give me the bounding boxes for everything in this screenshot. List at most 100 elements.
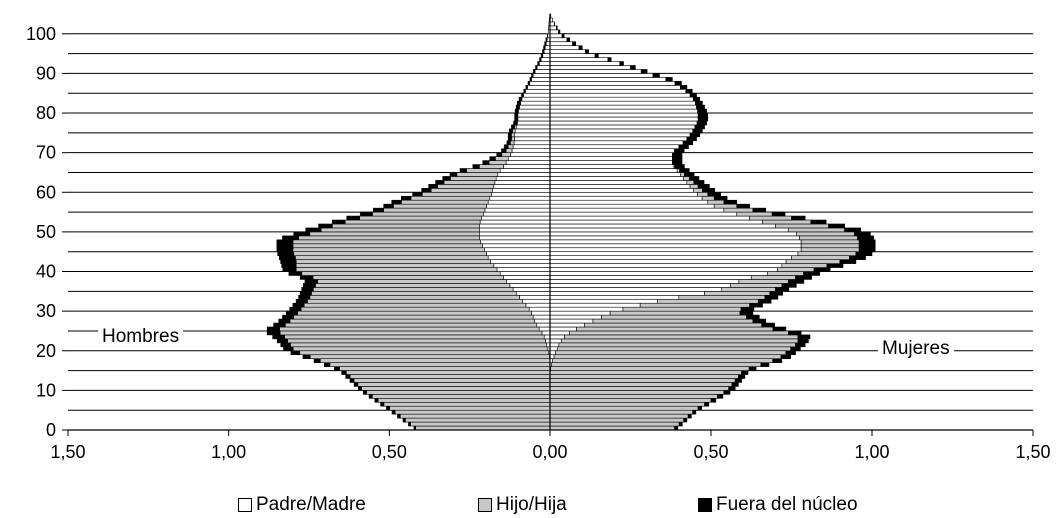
bar-hombres-hijo-hija-age-20 bbox=[292, 346, 549, 352]
bar-hombres-fuera-nucleo-age-14 bbox=[341, 370, 347, 375]
bar-mujeres-hijo-hija-age-37 bbox=[738, 279, 789, 284]
bar-mujeres-padre-madre-age-68 bbox=[549, 156, 673, 161]
bar-mujeres-fuera-nucleo-age-56 bbox=[736, 203, 750, 209]
bar-mujeres-fuera-nucleo-age-87 bbox=[674, 81, 682, 86]
bar-mujeres-padre-madre-age-37 bbox=[549, 279, 740, 284]
bar-hombres-fuera-nucleo-age-1 bbox=[408, 421, 411, 427]
y-tick-label-9: 90 bbox=[36, 63, 56, 83]
bar-hombres-padre-madre-age-52 bbox=[479, 219, 551, 225]
bar-hombres-hijo-hija-age-53 bbox=[359, 215, 483, 221]
bar-mujeres-padre-madre-age-88 bbox=[549, 77, 667, 82]
bar-hombres-fuera-nucleo-age-77 bbox=[513, 120, 518, 126]
bar-hombres-fuera-nucleo-age-47 bbox=[276, 239, 294, 245]
bar-mujeres-fuera-nucleo-age-99 bbox=[561, 33, 565, 39]
bar-hombres-padre-madre-age-85 bbox=[525, 88, 551, 94]
bar-mujeres-fuera-nucleo-age-39 bbox=[803, 271, 820, 276]
bar-hombres-padre-madre-age-82 bbox=[520, 100, 551, 106]
bar-mujeres-padre-madre-age-27 bbox=[549, 318, 594, 324]
bar-mujeres-padre-madre-age-44 bbox=[549, 251, 799, 256]
bar-mujeres-padre-madre-age-42 bbox=[549, 259, 787, 264]
bar-mujeres-hijo-hija-age-40 bbox=[777, 267, 815, 272]
bar-hombres-hijo-hija-age-7 bbox=[377, 397, 551, 403]
bar-mujeres-hijo-hija-age-12 bbox=[549, 378, 736, 383]
bar-hombres-hijo-hija-age-29 bbox=[297, 310, 532, 316]
bar-mujeres-hijo-hija-age-35 bbox=[721, 287, 776, 292]
bar-mujeres-padre-madre-age-48 bbox=[549, 235, 800, 241]
bar-hombres-hijo-hija-age-12 bbox=[353, 378, 551, 383]
bar-hombres-fuera-nucleo-age-6 bbox=[380, 401, 385, 407]
bar-hombres-fuera-nucleo-age-44 bbox=[277, 251, 295, 256]
bar-hombres-fuera-nucleo-age-67 bbox=[482, 160, 490, 165]
bar-mujeres-hijo-hija-age-2 bbox=[549, 417, 684, 423]
bar-mujeres-fuera-nucleo-age-51 bbox=[828, 223, 845, 229]
x-tick-label-0: 1,50 bbox=[50, 442, 85, 462]
bar-mujeres-fuera-nucleo-age-48 bbox=[857, 235, 874, 241]
bar-hombres-fuera-nucleo-age-36 bbox=[303, 283, 316, 288]
bar-mujeres-hijo-hija-age-25 bbox=[576, 326, 774, 332]
bar-hombres-padre-madre-age-70 bbox=[511, 148, 551, 153]
bar-hombres-hijo-hija-age-8 bbox=[371, 394, 551, 399]
y-tick-label-1: 10 bbox=[36, 380, 56, 400]
legend-item-hijo-hija: Hijo/Hija bbox=[478, 494, 567, 516]
bar-mujeres-fuera-nucleo-age-7 bbox=[710, 397, 717, 403]
bar-mujeres-fuera-nucleo-age-78 bbox=[697, 116, 709, 122]
bar-hombres-padre-madre-age-50 bbox=[479, 227, 551, 233]
bar-hombres-hijo-hija-age-47 bbox=[292, 239, 481, 245]
bar-hombres-hijo-hija-age-52 bbox=[344, 219, 481, 225]
bar-hombres-hijo-hija-age-64 bbox=[456, 172, 499, 177]
bar-hombres-hijo-hija-age-35 bbox=[312, 287, 514, 292]
bar-mujeres-fuera-nucleo-age-43 bbox=[849, 255, 866, 260]
bar-mujeres-fuera-nucleo-age-31 bbox=[749, 302, 763, 308]
bar-mujeres-hijo-hija-age-9 bbox=[549, 390, 725, 395]
bar-mujeres-fuera-nucleo-age-69 bbox=[672, 152, 683, 157]
bar-hombres-fuera-nucleo-age-25 bbox=[266, 326, 280, 332]
bar-hombres-fuera-nucleo-age-18 bbox=[302, 354, 311, 359]
bar-hombres-fuera-nucleo-age-49 bbox=[293, 231, 311, 237]
bar-hombres-fuera-nucleo-age-55 bbox=[372, 207, 385, 213]
bar-hombres-fuera-nucleo-age-58 bbox=[401, 195, 412, 201]
bar-hombres-hijo-hija-age-66 bbox=[479, 164, 504, 169]
bar-hombres-hijo-hija-age-28 bbox=[293, 314, 534, 320]
bar-mujeres-fuera-nucleo-age-100 bbox=[558, 29, 561, 35]
bar-hombres-hijo-hija-age-59 bbox=[421, 191, 492, 197]
bar-hombres-hijo-hija-age-61 bbox=[437, 184, 495, 189]
bar-mujeres-padre-madre-age-76 bbox=[549, 124, 696, 130]
bar-mujeres-padre-madre-age-62 bbox=[549, 180, 688, 185]
y-tick-label-5: 50 bbox=[36, 222, 56, 242]
bar-hombres-hijo-hija-age-38 bbox=[312, 275, 504, 280]
bar-mujeres-padre-madre-age-71 bbox=[549, 144, 680, 150]
bar-hombres-padre-madre-age-61 bbox=[493, 184, 551, 189]
bar-mujeres-fuera-nucleo-age-16 bbox=[760, 362, 770, 367]
bar-hombres-fuera-nucleo-age-3 bbox=[397, 413, 401, 419]
bar-mujeres-fuera-nucleo-age-70 bbox=[674, 148, 685, 153]
bar-mujeres-fuera-nucleo-age-14 bbox=[741, 370, 749, 375]
bar-mujeres-padre-madre-age-84 bbox=[549, 92, 691, 98]
bar-hombres-padre-madre-age-71 bbox=[512, 144, 551, 150]
bar-hombres-fuera-nucleo-age-80 bbox=[514, 108, 519, 114]
bar-mujeres-fuera-nucleo-age-38 bbox=[795, 275, 812, 280]
bar-mujeres-fuera-nucleo-age-18 bbox=[780, 354, 791, 359]
bar-mujeres-padre-madre-age-49 bbox=[549, 231, 797, 237]
bar-mujeres-padre-madre-age-67 bbox=[549, 160, 673, 165]
bar-mujeres-fuera-nucleo-age-20 bbox=[790, 346, 801, 352]
legend-swatch-padre-madre-icon bbox=[238, 498, 252, 512]
bar-mujeres-padre-madre-age-36 bbox=[549, 283, 731, 288]
bar-hombres-padre-madre-age-26 bbox=[536, 322, 551, 328]
bar-mujeres-fuera-nucleo-age-19 bbox=[785, 350, 796, 356]
bar-hombres-fuera-nucleo-age-81 bbox=[515, 104, 520, 110]
bar-hombres-hijo-hija-age-49 bbox=[309, 231, 480, 237]
bar-mujeres-fuera-nucleo-age-93 bbox=[607, 57, 612, 62]
bar-hombres-padre-madre-age-63 bbox=[495, 176, 551, 181]
bar-mujeres-fuera-nucleo-age-42 bbox=[839, 259, 857, 264]
bar-hombres-fuera-nucleo-age-8 bbox=[368, 394, 373, 399]
bar-mujeres-padre-madre-age-33 bbox=[549, 294, 680, 300]
bar-mujeres-padre-madre-age-21 bbox=[549, 342, 560, 348]
bar-mujeres-padre-madre-age-74 bbox=[549, 132, 691, 138]
bar-mujeres-fuera-nucleo-age-80 bbox=[697, 108, 708, 114]
bar-mujeres-fuera-nucleo-age-66 bbox=[674, 164, 685, 169]
bar-mujeres-hijo-hija-age-16 bbox=[551, 362, 762, 367]
bar-hombres-fuera-nucleo-age-2 bbox=[402, 417, 406, 423]
bar-mujeres-fuera-nucleo-age-24 bbox=[787, 330, 802, 336]
bar-mujeres-padre-madre-age-81 bbox=[549, 104, 697, 110]
bar-hombres-hijo-hija-age-57 bbox=[401, 199, 489, 205]
